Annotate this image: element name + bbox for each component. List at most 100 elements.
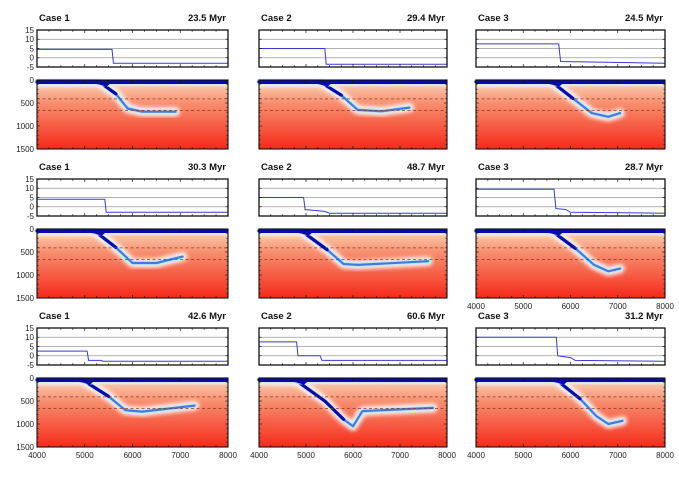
panel-case-label: Case 1 [39, 13, 70, 24]
depth-tick-label: 1000 [16, 420, 34, 429]
top-y-tick-label: 5 [30, 193, 35, 202]
x-tick-label: 5000 [297, 451, 315, 460]
panel-case-label: Case 3 [478, 311, 509, 322]
lithosphere-thermal-boundary [37, 382, 228, 385]
x-tick-label: 7000 [391, 451, 409, 460]
panel-9: Case 3 31.2 Myr 4000 5000 6000 7000 8000 [467, 311, 674, 460]
depth-tick-label: 1000 [16, 122, 34, 131]
lithosphere-thermal-boundary [259, 382, 447, 385]
panel-time-label: 42.6 Myr [188, 311, 226, 322]
depth-tick-label: 500 [21, 397, 35, 406]
panel-time-label: 23.5 Myr [188, 13, 226, 24]
topography-profile-line [476, 188, 666, 214]
x-tick-label: 4000 [467, 451, 485, 460]
mantle-background [37, 80, 228, 149]
trench-wedge [537, 381, 569, 385]
x-tick-label: 5000 [76, 451, 94, 460]
depth-tick-label: 1500 [16, 145, 34, 154]
top-y-tick-label: 15 [25, 175, 34, 184]
x-tick-label: 5000 [514, 302, 532, 311]
x-tick-label: 5000 [514, 451, 532, 460]
x-tick-label: 4000 [28, 451, 46, 460]
lithosphere-thermal-boundary [37, 233, 228, 236]
top-y-tick-label: 0 [30, 352, 35, 361]
top-y-tick-label: 5 [30, 44, 35, 53]
trench-wedge [79, 83, 112, 87]
x-tick-label: 6000 [124, 451, 142, 460]
top-y-tick-label: 0 [30, 203, 35, 212]
mantle-background [476, 80, 665, 149]
panel-8: Case 2 60.6 Myr 4000 5000 6000 7000 8000 [250, 311, 456, 460]
mantle-background [259, 80, 447, 149]
panel-case-label: Case 2 [261, 13, 292, 24]
panel-case-label: Case 3 [478, 13, 509, 24]
trench-wedge [277, 381, 309, 385]
top-y-tick-label: 15 [25, 324, 34, 333]
panel-time-label: 31.2 Myr [625, 311, 663, 322]
lithosphere-thermal-boundary [259, 84, 447, 87]
panel-time-label: 60.6 Myr [407, 311, 445, 322]
depth-tick-label: 1500 [16, 443, 34, 452]
panel-2: Case 2 29.4 Myr [254, 13, 448, 150]
panel-case-label: Case 3 [478, 162, 509, 173]
lithosphere-thermal-boundary [476, 84, 665, 87]
top-y-tick-label: 10 [25, 184, 34, 193]
depth-tick-label: 500 [21, 99, 35, 108]
trench-wedge [532, 232, 564, 236]
panel-time-label: 24.5 Myr [625, 13, 663, 24]
lithosphere-thermal-boundary [476, 382, 665, 385]
lithosphere-thermal-boundary [259, 233, 447, 236]
depth-tick-label: 0 [30, 225, 35, 234]
depth-tick-label: 0 [30, 76, 35, 85]
top-y-tick-label: 10 [25, 35, 34, 44]
topography-profile-line [476, 336, 666, 362]
top-y-tick-label: 0 [30, 54, 35, 63]
x-tick-label: 7000 [171, 451, 189, 460]
x-tick-label: 6000 [344, 451, 362, 460]
topography-profile-line [259, 197, 447, 214]
trench-wedge [75, 232, 107, 236]
panel-case-label: Case 2 [261, 311, 292, 322]
topography-profile-line [259, 341, 447, 361]
trench-wedge [63, 381, 95, 385]
top-y-tick-label: -5 [27, 212, 35, 221]
topography-profile-line [259, 48, 447, 65]
panel-case-label: Case 1 [39, 162, 70, 173]
x-tick-label: 4000 [467, 302, 485, 311]
x-tick-label: 8000 [219, 451, 237, 460]
topography-profile-line [37, 48, 228, 64]
panel-time-label: 48.7 Myr [407, 162, 445, 173]
depth-tick-label: 1000 [16, 271, 34, 280]
depth-tick-label: 1500 [16, 294, 34, 303]
x-tick-label: 8000 [438, 451, 456, 460]
x-tick-label: 8000 [656, 451, 674, 460]
top-y-tick-label: -5 [27, 361, 35, 370]
trench-wedge [301, 83, 332, 87]
panel-case-label: Case 2 [261, 162, 292, 173]
lithosphere-thermal-boundary [37, 84, 228, 87]
panel-3: Case 3 24.5 Myr [471, 13, 666, 150]
panel-time-label: 29.4 Myr [407, 13, 445, 24]
topography-profile-line [37, 198, 228, 213]
trench-wedge [532, 83, 564, 87]
panel-case-label: Case 1 [39, 311, 70, 322]
panel-time-label: 30.3 Myr [188, 162, 226, 173]
top-y-tick-label: -5 [27, 63, 35, 72]
panel-time-label: 28.7 Myr [625, 162, 663, 173]
x-tick-label: 7000 [609, 302, 627, 311]
lithosphere-thermal-boundary [476, 233, 665, 236]
depth-tick-label: 0 [30, 374, 35, 383]
top-y-tick-label: 5 [30, 342, 35, 351]
x-tick-label: 7000 [609, 451, 627, 460]
x-tick-label: 6000 [562, 302, 580, 311]
top-y-tick-label: 15 [25, 26, 34, 35]
top-y-tick-label: 10 [25, 333, 34, 342]
x-tick-label: 8000 [656, 302, 674, 311]
trench-wedge [282, 232, 314, 236]
topography-profile-line [476, 43, 666, 64]
x-tick-label: 4000 [250, 451, 268, 460]
